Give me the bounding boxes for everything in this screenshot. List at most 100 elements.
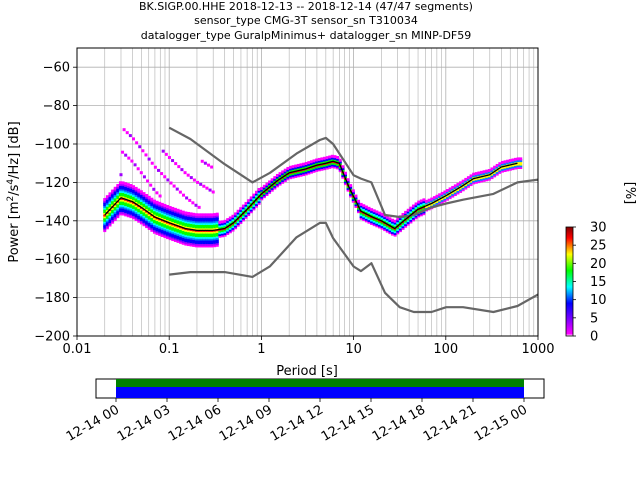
psd-density-cell: [262, 186, 266, 190]
psd-density-cell: [493, 169, 497, 173]
psd-density-cell: [312, 159, 316, 163]
psd-density-cell: [210, 223, 214, 227]
psd-density-cell: [124, 187, 128, 191]
psd-density-cell: [158, 210, 162, 214]
psd-density-cell: [375, 212, 379, 216]
psd-density-cell: [166, 211, 170, 215]
psd-density-cell: [362, 207, 366, 211]
psd-density-cell: [244, 214, 248, 218]
psd-density-cell: [495, 169, 499, 173]
psd-density-cell: [105, 205, 109, 209]
psd-density-cell: [249, 196, 253, 200]
psd-density-cell: [207, 240, 211, 244]
psd-density-cell: [320, 160, 324, 164]
psd-density-cell: [129, 184, 133, 188]
psd-density-cell: [168, 233, 172, 237]
psd-density-cell: [118, 208, 122, 212]
psd-density-cell: [126, 184, 130, 188]
psd-density-cell: [461, 183, 465, 187]
psd-density-cell: [265, 184, 269, 188]
psd-outlier-cell: [185, 196, 189, 200]
psd-outlier-cell: [186, 173, 190, 177]
psd-density-cell: [383, 228, 387, 232]
psd-density-cell: [184, 233, 188, 237]
psd-density-cell: [364, 205, 368, 209]
psd-density-cell: [118, 195, 122, 199]
psd-density-cell: [443, 190, 447, 194]
psd-density-cell: [370, 216, 374, 220]
psd-density-cell: [464, 183, 468, 187]
psd-density-cell: [388, 220, 392, 224]
psd-density-cell: [364, 214, 368, 218]
psd-density-cell: [181, 241, 185, 245]
psd-density-cell: [176, 212, 180, 216]
psd-density-cell: [440, 191, 444, 195]
psd-density-cell: [341, 165, 345, 169]
psd-density-cell: [495, 163, 499, 167]
psd-density-cell: [270, 185, 274, 189]
psd-density-cell: [448, 194, 452, 198]
psd-density-cell: [145, 193, 149, 197]
psd-density-cell: [105, 207, 109, 211]
psd-density-cell: [205, 234, 209, 238]
psd-density-cell: [304, 162, 308, 166]
psd-density-cell: [184, 220, 188, 224]
psd-outlier-cell: [160, 172, 164, 176]
psd-density-cell: [414, 216, 418, 220]
psd-density-cell: [213, 244, 217, 248]
psd-density-cell: [252, 195, 256, 199]
psd-density-cell: [262, 195, 266, 199]
noise-model-high-curve: [168, 126, 538, 219]
psd-density-cell: [372, 221, 376, 225]
psd-density-cell: [142, 209, 146, 213]
psd-density-cell: [124, 182, 128, 186]
psd-density-cell: [166, 213, 170, 217]
psd-density-cell: [168, 225, 172, 229]
psd-density-cell: [124, 194, 128, 198]
psd-density-cell: [152, 218, 156, 222]
psd-density-cell: [325, 163, 329, 167]
coverage-tick-label: 12-14 06: [166, 402, 224, 444]
psd-outlier-cell: [149, 183, 153, 187]
psd-outlier-cell: [172, 184, 176, 188]
psd-density-cell: [176, 229, 180, 233]
psd-density-cell: [325, 156, 329, 160]
psd-density-cell: [207, 216, 211, 220]
psd-density-cell: [113, 216, 117, 220]
psd-density-cell: [445, 195, 449, 199]
psd-density-cell: [383, 222, 387, 226]
psd-density-cell: [176, 213, 180, 217]
psd-density-cell: [103, 197, 107, 201]
psd-density-cell: [197, 227, 201, 231]
psd-density-cell: [181, 210, 185, 214]
psd-density-cell: [370, 213, 374, 217]
psd-density-cell: [480, 170, 484, 174]
psd-density-cell: [189, 215, 193, 219]
psd-density-cell: [160, 225, 164, 229]
psd-density-cell: [414, 207, 418, 211]
psd-density-cell: [179, 239, 183, 243]
psd-density-cell: [459, 183, 463, 187]
psd-density-cell: [448, 187, 452, 191]
psd-density-cell: [168, 218, 172, 222]
psd-density-cell: [268, 189, 272, 193]
psd-density-cell: [493, 172, 497, 176]
psd-density-cell: [173, 221, 177, 225]
psd-density-cell: [393, 231, 397, 235]
chart-title-line-1: BK.SIGP.00.HHE 2018-12-13 -- 2018-12-14 …: [139, 0, 473, 13]
coverage-tick-label: 12-15 00: [472, 402, 530, 444]
psd-density-cell: [186, 232, 190, 236]
psd-density-cell: [425, 203, 429, 207]
psd-density-cell: [231, 225, 235, 229]
psd-density-cell: [417, 214, 421, 218]
psd-density-cell: [142, 216, 146, 220]
psd-density-cell: [176, 231, 180, 235]
psd-density-cell: [129, 215, 133, 219]
psd-density-cell: [181, 234, 185, 238]
psd-density-cell: [404, 224, 408, 228]
psd-density-cell: [432, 196, 436, 200]
psd-density-cell: [118, 193, 122, 197]
psd-density-cell: [171, 224, 175, 228]
psd-density-cell: [184, 232, 188, 236]
